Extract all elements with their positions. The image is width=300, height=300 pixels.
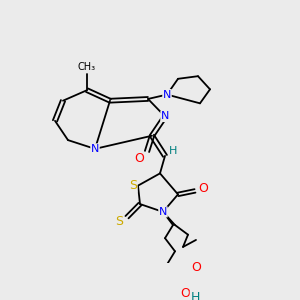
Text: N: N [161,112,169,122]
Text: O: O [180,287,190,300]
Text: CH₃: CH₃ [78,62,96,72]
Text: N: N [91,144,99,154]
Text: S: S [129,179,137,192]
Text: S: S [115,215,123,228]
Text: H: H [190,291,200,300]
Text: O: O [134,152,144,165]
Text: N: N [163,90,171,100]
Text: N: N [159,207,167,217]
Text: H: H [169,146,177,157]
Text: O: O [198,182,208,195]
Text: O: O [191,262,201,275]
